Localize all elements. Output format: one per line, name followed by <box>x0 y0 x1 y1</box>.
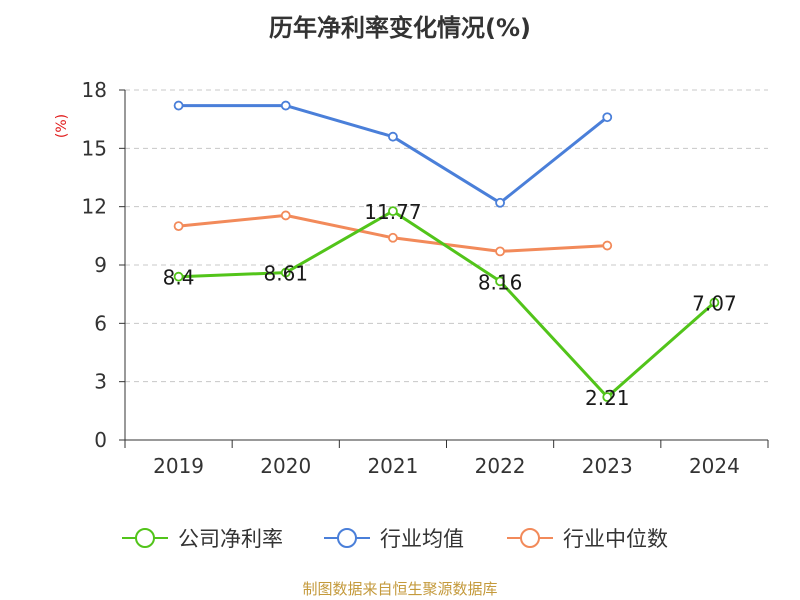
legend: 公司净利率 行业均值 行业中位数 <box>122 527 668 551</box>
y-tick-label: 18 <box>82 78 107 102</box>
y-tick-label: 3 <box>94 370 107 394</box>
data-label: 2.21 <box>585 386 630 410</box>
data-point <box>280 210 291 221</box>
data-label: 11.77 <box>364 200 421 224</box>
legend-item: 行业中位数 <box>507 527 668 551</box>
legend-marker <box>135 528 155 548</box>
x-tick-label: 2024 <box>689 454 740 478</box>
data-point <box>388 232 398 243</box>
legend-marker <box>337 528 357 548</box>
x-tick-label: 2019 <box>153 454 204 478</box>
data-point <box>709 297 720 308</box>
data-point <box>602 112 613 123</box>
data-source-note: 制图数据来自恒生聚源数据库 <box>302 580 498 598</box>
data-point <box>173 271 184 282</box>
y-tick-label: 12 <box>82 195 107 219</box>
series-line-1 <box>177 104 609 205</box>
legend-label: 公司净利率 <box>178 527 283 551</box>
data-point <box>602 240 613 251</box>
x-tick-label: 2022 <box>475 454 526 478</box>
data-point <box>495 246 505 257</box>
legend-item: 行业均值 <box>324 527 464 551</box>
data-point <box>388 131 398 142</box>
chart-title: 历年净利率变化情况(%) <box>269 14 531 42</box>
data-point <box>173 221 184 232</box>
label-layer: 8.4 8.61 11.77 8.16 2.21 7.07 <box>163 200 737 410</box>
x-tick-label: 2023 <box>582 454 633 478</box>
data-point <box>280 100 291 111</box>
data-point <box>388 206 398 217</box>
grid-layer <box>125 89 768 383</box>
legend-label: 行业中位数 <box>563 527 668 551</box>
y-tick-label: 15 <box>82 136 107 160</box>
axis-layer: 0 3 6 9 12 15 18 (%) 2019 2020 2021 2022 2023 2024 <box>54 78 769 478</box>
data-label: 8.16 <box>478 270 523 294</box>
data-point <box>173 100 184 111</box>
y-axis-label: (%) <box>54 114 70 138</box>
data-point <box>602 392 613 402</box>
series-line-0 <box>177 209 716 399</box>
data-point <box>495 197 505 208</box>
series-layer <box>173 100 720 402</box>
data-label: 8.4 <box>163 266 195 290</box>
legend-label: 行业均值 <box>380 527 464 551</box>
data-label: 8.61 <box>263 262 308 286</box>
legend-marker <box>520 528 540 548</box>
data-point <box>495 276 505 287</box>
y-tick-label: 0 <box>94 428 107 452</box>
x-tick-label: 2021 <box>367 454 418 478</box>
y-tick-label: 9 <box>94 253 107 277</box>
x-tick-label: 2020 <box>260 454 311 478</box>
legend-item: 公司净利率 <box>122 527 283 551</box>
data-label: 7.07 <box>692 292 737 316</box>
data-point <box>280 267 291 278</box>
y-tick-label: 6 <box>94 311 107 335</box>
